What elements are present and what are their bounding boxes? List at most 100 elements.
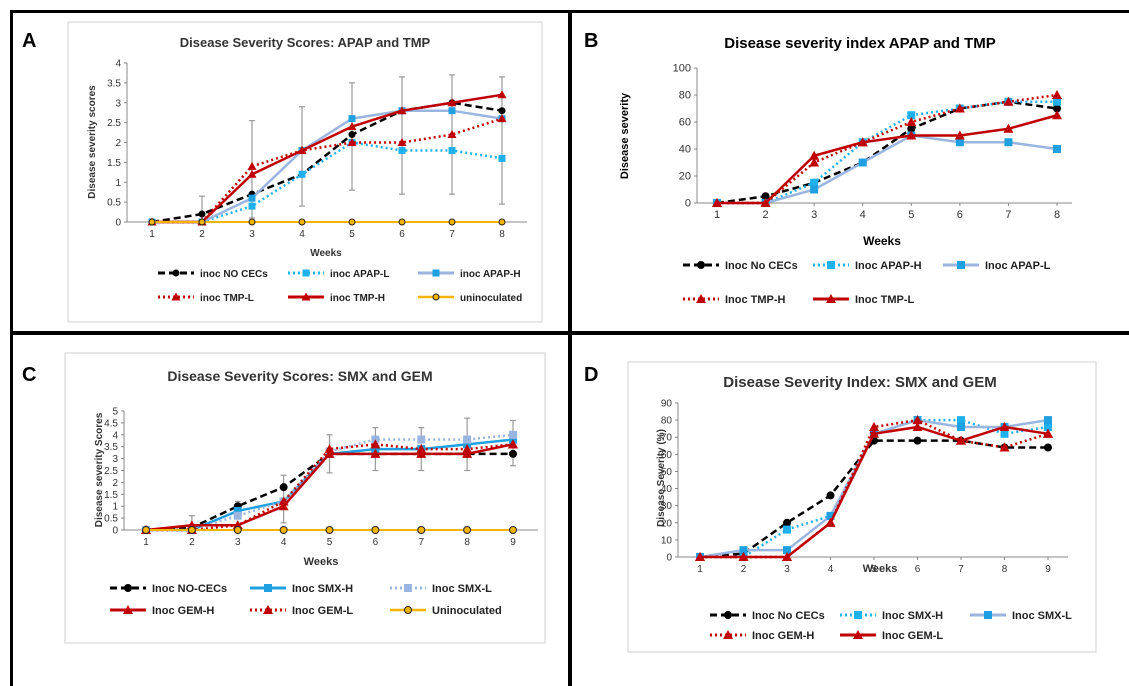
chart-b-series-inoc-apap-h-point xyxy=(1053,97,1061,106)
chart-a-series-inoc-tmp-l-point xyxy=(247,161,257,170)
chart-d-series-inoc-smx-l-point xyxy=(739,546,748,555)
chart-b-legend-marker-inoc-tmp-h xyxy=(696,294,706,303)
chart-d-xtick-label: 5 xyxy=(871,564,877,575)
chart-b-series-inoc-tmp-l-point xyxy=(760,198,771,207)
chart-c-series-inoc-gem-l-point xyxy=(324,444,335,454)
chart-c-series-inoc-smx-l-point xyxy=(233,511,242,520)
chart-d-series-inoc-no-cecs-point xyxy=(783,518,791,527)
chart-b-xtick-label: 2 xyxy=(763,209,769,221)
chart-a-series-uninoculated-point xyxy=(148,218,156,226)
chart-a-series-inoc-apap-l-line xyxy=(152,141,503,224)
chart-a-legend-label-inoc-apap-h: inoc APAP-H xyxy=(460,269,521,280)
chart-d-legend-label-inoc-no-cecs: Inoc No CECs xyxy=(752,610,825,622)
chart-b-ytick-label: 100 xyxy=(673,63,691,75)
chart-c-series-inoc-gem-l-point xyxy=(508,439,518,449)
chart-d-series-inoc-gem-l-point xyxy=(825,517,836,527)
chart-d-ytick-label: 40 xyxy=(661,484,673,495)
chart-b-legend-label-inoc-apap-l: Inoc APAP-L xyxy=(985,260,1051,272)
chart-c-legend-label-inoc-gem-l: Inoc GEM-L xyxy=(292,605,353,617)
chart-b-legend-marker-inoc-apap-l xyxy=(957,261,965,269)
panel-label-a: A xyxy=(22,30,37,52)
chart-b-series-inoc-apap-l-point xyxy=(858,158,867,167)
chart-d-legend-label-inoc-gem-h: Inoc GEM-H xyxy=(752,630,814,642)
chart-c-ytick-label: 2 xyxy=(112,478,118,489)
chart-c-series-inoc-smx-h-point xyxy=(233,506,242,515)
chart-d-series-inoc-smx-l-point xyxy=(783,546,791,555)
chart-c-series-uninoculated-point xyxy=(325,526,334,534)
chart-b-series-inoc-apap-h-point xyxy=(810,178,819,187)
chart-a-legend-label-inoc-tmp-h: inoc TMP-H xyxy=(330,293,385,304)
chart-a-series-uninoculated-point xyxy=(398,218,406,226)
chart-a-series-inoc-tmp-l-line xyxy=(152,117,503,224)
chart-c-xtick-label: 2 xyxy=(189,537,195,548)
chart-b-xtick-label: 4 xyxy=(860,209,866,221)
chart-d-xtick-label: 7 xyxy=(958,564,964,575)
chart-a-series-inoc-tmp-h-point xyxy=(447,98,457,107)
chart-c-series-inoc-gem-h-point xyxy=(370,448,381,458)
chart-c-series-inoc-gem-l-point xyxy=(416,444,427,454)
chart-a-xtick-label: 6 xyxy=(399,229,405,240)
chart-a-series-inoc-apap-l-point xyxy=(398,146,406,154)
chart-d-ytick-label: 60 xyxy=(661,450,673,461)
chart-c-series-inoc-gem-l-line xyxy=(146,443,514,532)
chart-b-ytick-label: 80 xyxy=(679,90,691,102)
chart-c-xtick-label: 1 xyxy=(143,537,149,548)
chart-c-series-uninoculated-point xyxy=(187,526,196,534)
chart-b-ytick-label: 60 xyxy=(679,117,691,129)
chart-d-series-inoc-no-cecs-point xyxy=(913,436,922,445)
chart-c-xtick-label: 7 xyxy=(418,537,424,548)
chart-b-series-inoc-no-cecs-point xyxy=(907,124,916,133)
chart-b-series-inoc-tmp-l-point xyxy=(1003,123,1014,133)
chart-b-xtick-label: 7 xyxy=(1005,209,1011,221)
chart-b-legend-marker-inoc-tmp-l xyxy=(826,294,836,303)
chart-a-ytick-label: 0 xyxy=(115,218,121,229)
chart-c-xtick-label: 6 xyxy=(373,537,379,548)
chart-a-series-inoc-apap-l-point xyxy=(248,202,256,210)
chart-d-xtick-label: 6 xyxy=(915,564,921,575)
chart-a-series-uninoculated-point xyxy=(198,218,206,226)
chart-b-title: Disease severity index APAP and TMP xyxy=(724,35,996,52)
chart-d-ytick-label: 10 xyxy=(661,535,673,546)
chart-b-xtick-label: 6 xyxy=(957,209,963,221)
chart-d-series-inoc-gem-l-point xyxy=(1043,428,1053,438)
chart-a-series-inoc-apap-h-point xyxy=(448,107,456,115)
chart-d-series-inoc-smx-l-point xyxy=(826,511,835,520)
chart-a-xtick-label: 7 xyxy=(449,229,455,240)
panel-label-c: C xyxy=(22,364,37,386)
chart-a-ytick-label: 3 xyxy=(115,98,121,109)
chart-c-series-uninoculated-point xyxy=(233,526,242,534)
chart-a-legend-label-inoc-no-cecs: inoc NO CECs xyxy=(200,269,268,280)
chart-d-series-inoc-gem-l-point xyxy=(956,435,966,445)
chart-c-series-inoc-gem-l-point xyxy=(278,496,289,506)
chart-d-ytick-label: 50 xyxy=(661,467,673,478)
chart-c-series-inoc-gem-h-point xyxy=(278,501,289,511)
chart-b-ytick-label: 0 xyxy=(685,198,691,210)
chart-a-ytick-label: 4 xyxy=(115,59,121,70)
chart-c-legend-marker-inoc-smx-h xyxy=(264,584,272,592)
chart-d-ytick-label: 0 xyxy=(666,553,672,564)
chart-d-xtick-label: 3 xyxy=(784,564,790,575)
chart-c-ylabel: Disease severity Scores xyxy=(94,412,105,527)
chart-a-xlabel: Weeks xyxy=(310,248,342,259)
chart-a-series-inoc-apap-l-point xyxy=(448,146,456,154)
chart-a-xtick-label: 8 xyxy=(499,229,505,240)
chart-b-series-inoc-apap-l-point xyxy=(1004,138,1013,147)
chart-d-legend-marker-inoc-gem-h xyxy=(723,630,733,639)
chart-c-series-inoc-no-cecs-point xyxy=(509,449,517,458)
chart-c-legend-label-uninoculated: Uninoculated xyxy=(432,605,502,617)
chart-a-ytick-label: 0.5 xyxy=(107,198,121,209)
chart-d-series-inoc-gem-l-point xyxy=(869,428,879,438)
chart-c-legend-marker-inoc-gem-h xyxy=(123,605,133,614)
chart-b-legend-label-inoc-apap-h: Inoc APAP-H xyxy=(855,260,922,272)
chart-a-ytick-label: 1 xyxy=(115,178,121,189)
chart-a-legend-label-inoc-apap-l: inoc APAP-L xyxy=(330,269,389,280)
chart-c-ytick-label: 5 xyxy=(112,407,118,418)
chart-c-legend-marker-inoc-gem-l xyxy=(263,605,273,614)
chart-c-title: Disease Severity Scores: SMX and GEM xyxy=(167,368,432,384)
chart-c-xtick-label: 8 xyxy=(464,537,470,548)
chart-b-series-inoc-tmp-l-point xyxy=(809,150,820,160)
chart-d-xtick-label: 4 xyxy=(828,564,834,575)
chart-a-series-inoc-tmp-l-point xyxy=(447,130,457,139)
